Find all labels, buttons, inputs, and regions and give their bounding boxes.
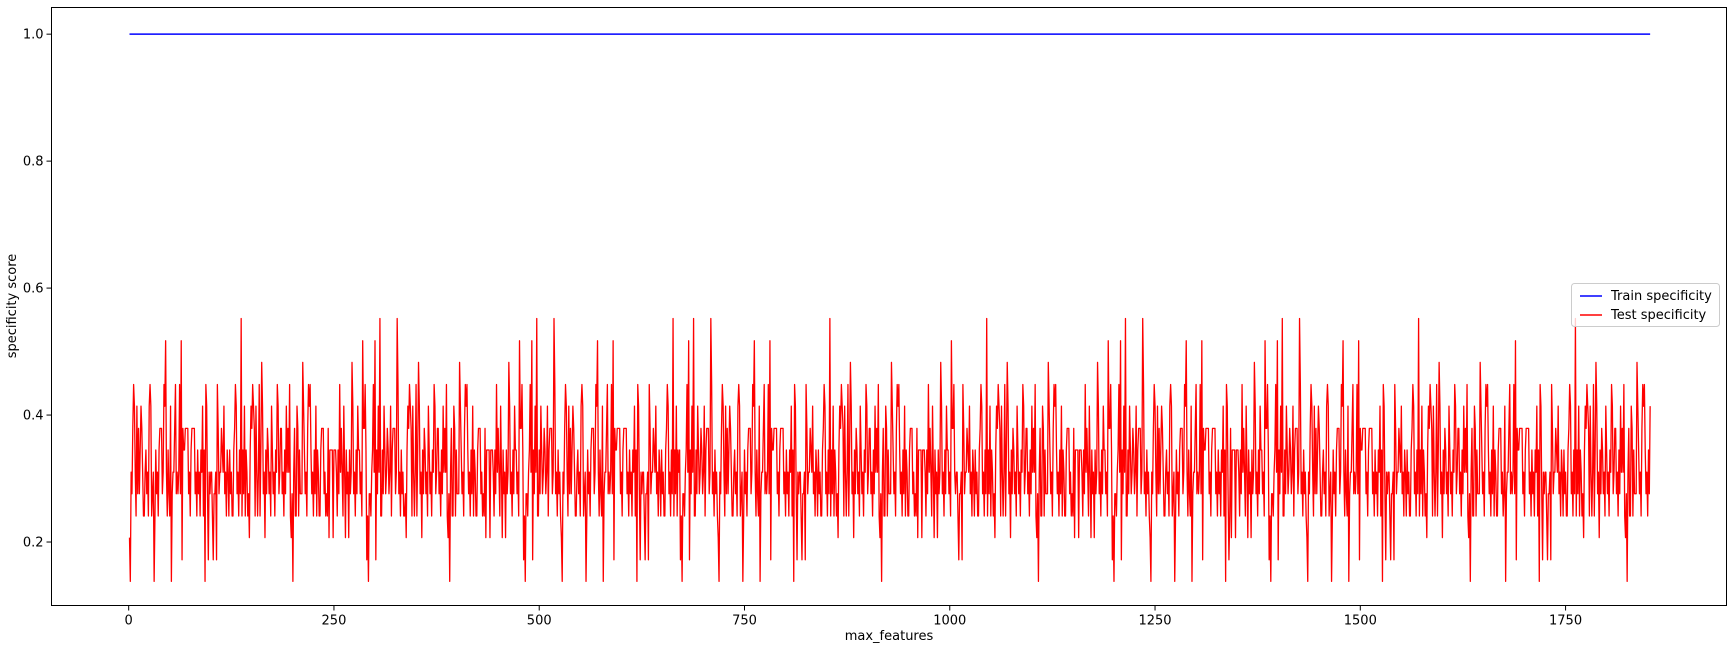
x-tick-label: 500 — [527, 614, 552, 629]
x-tick-label: 1500 — [1344, 614, 1377, 629]
legend-test-label: Test specificity — [1610, 308, 1707, 323]
x-tick-label: 1250 — [1138, 614, 1171, 629]
x-tick-label: 1000 — [933, 614, 966, 629]
x-tick-label: 250 — [322, 614, 347, 629]
legend-train-label: Train specificity — [1610, 289, 1712, 304]
y-axis-label: specificity score — [5, 254, 20, 359]
x-tick-label: 750 — [732, 614, 757, 629]
x-tick-label: 0 — [125, 614, 133, 629]
y-tick-label: 1.0 — [23, 28, 44, 43]
y-tick-label: 0.8 — [23, 155, 44, 170]
plot-frame — [51, 7, 1727, 606]
legend-box — [1571, 283, 1720, 327]
x-axis: 0 250 500 750 1000 1250 1500 1750 — [125, 605, 1582, 629]
y-tick-label: 0.2 — [23, 536, 44, 551]
plot-lines — [128, 33, 1651, 583]
y-tick-label: 0.6 — [23, 282, 44, 297]
y-axis: 0.2 0.4 0.6 0.8 1.0 — [23, 28, 52, 551]
test-specificity-line — [128, 317, 1651, 583]
legend: Train specificity Test specificity — [1571, 283, 1720, 327]
x-axis-label: max_features — [845, 629, 934, 644]
y-tick-label: 0.4 — [23, 409, 44, 424]
x-tick-label: 1750 — [1549, 614, 1582, 629]
